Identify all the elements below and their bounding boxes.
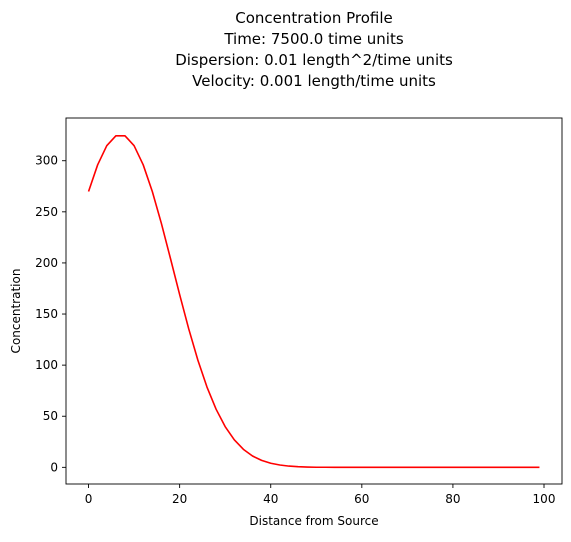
x-tick-label: 60	[354, 492, 369, 506]
y-axis-label: Concentration	[9, 269, 23, 354]
plot-frame	[65, 117, 563, 485]
x-tick-label: 0	[85, 492, 93, 506]
y-tick-label: 0	[50, 460, 58, 474]
chart-title: Concentration Profile Time: 7500.0 time …	[175, 9, 453, 90]
chart-title-line-2: Time: 7500.0 time units	[223, 30, 404, 48]
x-tick-label: 80	[445, 492, 460, 506]
chart-title-line-3: Dispersion: 0.01 length^2/time units	[175, 51, 453, 69]
chart-title-line-4: Velocity: 0.001 length/time units	[192, 72, 436, 90]
y-tick-label: 50	[43, 409, 58, 423]
y-tick-label: 200	[35, 256, 58, 270]
y-tick-label: 250	[35, 205, 58, 219]
chart-title-line-1: Concentration Profile	[235, 9, 393, 27]
y-tick-label: 150	[35, 307, 58, 321]
y-tick-label: 100	[35, 358, 58, 372]
x-tick-label: 100	[533, 492, 556, 506]
x-axis-ticks: 0 20 40 60 80 100	[85, 484, 556, 506]
plot-area	[65, 117, 563, 485]
y-axis-ticks: 0 50 100 150 200 250 300	[35, 154, 66, 474]
series-line-0	[87, 134, 540, 469]
x-tick-label: 20	[172, 492, 187, 506]
y-tick-label: 300	[35, 154, 58, 168]
x-axis-label: Distance from Source	[249, 514, 378, 528]
x-tick-label: 40	[263, 492, 278, 506]
